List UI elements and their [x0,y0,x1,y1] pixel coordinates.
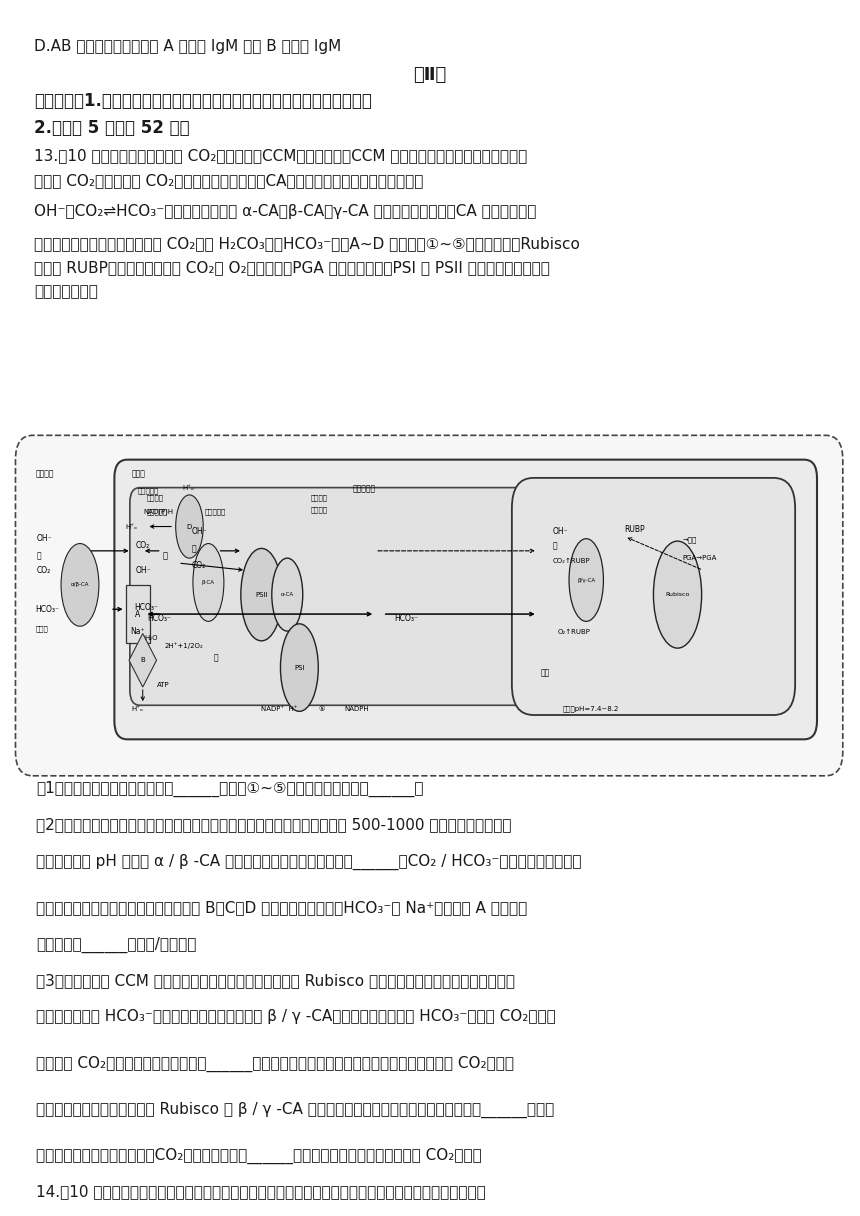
Ellipse shape [280,624,318,711]
FancyBboxPatch shape [126,585,150,643]
Text: 差异。水体中无机碳形式主要有 CO₂（或 H₂CO₃）、HCO₃⁻等，A~D 为载体，①~⑤为生理过程，Rubisco: 差异。水体中无机碳形式主要有 CO₂（或 H₂CO₃）、HCO₃⁻等，A~D 为… [34,236,580,250]
Text: ＋: ＋ [37,551,41,561]
Text: 有部分学者认为可能是羧体中 Rubisco 和 β / γ -CA 排布引起；在羧体内两者紧密排列在一起，______排列在: 有部分学者认为可能是羧体中 Rubisco 和 β / γ -CA 排布引起；在… [36,1102,555,1118]
Text: （1）蓝藻吸收光能的色素分布在______，过程①~⑤中需要提供能量的是______。: （1）蓝藻吸收光能的色素分布在______，过程①~⑤中需要提供能量的是____… [36,781,424,796]
Text: 类囊体膜区: 类囊体膜区 [353,484,376,492]
FancyBboxPatch shape [130,488,530,705]
Text: 光: 光 [163,551,168,561]
Text: OH⁻＋CO₂⇌HCO₃⁻互相转化，存在着 α-CA、β-CA、γ-CA 类型，在不同位置，CA 催化方向有所: OH⁻＋CO₂⇌HCO₃⁻互相转化，存在着 α-CA、β-CA、γ-CA 类型，… [34,204,537,219]
Ellipse shape [654,541,702,648]
Text: 细胞内: 细胞内 [132,469,145,479]
Text: HCO₃⁻: HCO₃⁻ [147,614,171,624]
Text: 光捕获体: 光捕获体 [310,506,328,513]
Text: RUBP: RUBP [624,525,645,534]
Text: H₂O: H₂O [144,636,158,641]
Ellipse shape [61,544,99,626]
Text: HCO₃⁻: HCO₃⁻ [35,604,59,614]
FancyBboxPatch shape [114,460,817,739]
Text: α-CA: α-CA [280,592,294,597]
Text: 细胞质内区: 细胞质内区 [138,488,159,494]
Text: OH⁻: OH⁻ [136,565,151,575]
Text: Na⁺: Na⁺ [130,626,144,636]
Text: B: B [140,658,145,663]
Text: PSII: PSII [255,592,267,597]
Text: 羧体: 羧体 [540,668,550,677]
Text: 从而达到浓缩碳的目的。根据上图中载体 B、C、D 上物质的运输判断，HCO₃⁻和 Na⁺通过载体 A 进入细胞: 从而达到浓缩碳的目的。根据上图中载体 B、C、D 上物质的运输判断，HCO₃⁻和… [36,900,527,914]
Text: Rubisco: Rubisco [666,592,690,597]
Text: ＋: ＋ [192,544,196,553]
Text: 周层区域由于 pH 和外泌 α / β -CA 催化等原因，水体无机碳之要以______（CO₂ / HCO₃⁻）形式进入细胞质，: 周层区域由于 pH 和外泌 α / β -CA 催化等原因，水体无机碳之要以__… [36,854,581,869]
Text: 注意事项：1.用黑色墨水的钢笔或签字笔，将答案答在答题卡相应位置上。: 注意事项：1.用黑色墨水的钢笔或签字笔，将答案答在答题卡相应位置上。 [34,92,372,111]
Polygon shape [129,634,157,687]
Text: ATP: ATP [157,682,169,687]
Text: PSI: PSI [294,665,304,670]
Text: 2.本卷共 5 题，共 52 分。: 2.本卷共 5 题，共 52 分。 [34,119,190,137]
Text: 14.（10 分）结肠癌是一种起源于结肠黏膜上皮的常见消化道恶性肿瘤，其发生过程中的分子生物学模型如: 14.（10 分）结肠癌是一种起源于结肠黏膜上皮的常见消化道恶性肿瘤，其发生过程… [36,1184,486,1199]
Text: CO₂: CO₂ [192,561,206,570]
Text: 第Ⅱ卷: 第Ⅱ卷 [414,66,446,84]
Text: 中间，另一方则排列在周围，CO₂生成后立即参加______（填数字序号）过程反应，以防 CO₂逃逸。: 中间，另一方则排列在周围，CO₂生成后立即参加______（填数字序号）过程反应… [36,1148,482,1164]
Text: 细胞外: 细胞外 [35,625,48,632]
Text: （3）羧体在蓝藻 CCM 机制中起关键作用，细胞中绝大部分 Rubisco 位于羧体内，羧体的第一个功能是充: （3）羧体在蓝藻 CCM 机制中起关键作用，细胞中绝大部分 Rubisco 位于… [36,973,515,987]
Text: 13.（10 分）研究人员对蓝藻的 CO₂浓缩机制（CCM）进行研究。CCM 包括三个部分：无机碳跨膜转运，: 13.（10 分）研究人员对蓝藻的 CO₂浓缩机制（CCM）进行研究。CCM 包… [34,148,528,163]
Ellipse shape [175,495,203,558]
Text: β/γ-CA: β/γ-CA [577,578,595,582]
Text: OH⁻: OH⁻ [553,527,568,536]
Text: 下图回答问题。: 下图回答问题。 [34,285,98,299]
Text: H⁺ₒ: H⁺ₒ [132,706,144,711]
Text: 2H⁺+1/2O₂: 2H⁺+1/2O₂ [164,642,203,649]
Text: →葉芽: →葉芽 [682,536,697,544]
Text: 羧体内 CO₂固定，逃逸 CO₂部分回收。碳酸酐酶（CA）是一种含锌的金属酶，可以催化: 羧体内 CO₂固定，逃逸 CO₂部分回收。碳酸酐酶（CA）是一种含锌的金属酶，可… [34,173,424,187]
Text: 羧体液pH=7.4~8.2: 羧体液pH=7.4~8.2 [562,705,618,713]
Ellipse shape [569,539,604,621]
Text: （2）蓝藻中存在无机碳跨膜转运机制，从而能够在细胞质内积累高出细胞外 500-1000 倍无机碳，蓝藻细胞: （2）蓝藻中存在无机碳跨膜转运机制，从而能够在细胞质内积累高出细胞外 500-1… [36,817,512,832]
Text: PGA→PGA: PGA→PGA [682,554,716,561]
Text: 细胞质内: 细胞质内 [147,494,164,501]
Text: HCO₃⁻: HCO₃⁻ [134,603,158,612]
Text: NADP⁺  H⁺: NADP⁺ H⁺ [261,706,298,711]
Text: CO₂: CO₂ [37,565,52,575]
Text: 光捕获天线: 光捕获天线 [205,508,226,516]
Text: ＋: ＋ [553,541,557,551]
Text: H⁺ₒ: H⁺ₒ [126,524,138,529]
Ellipse shape [241,548,282,641]
Text: CO₂: CO₂ [136,541,150,551]
Text: D.AB 型血人的血清中无抗 A 抗原的 IgM 和抗 B 抗原的 IgM: D.AB 型血人的血清中无抗 A 抗原的 IgM 和抗 B 抗原的 IgM [34,39,341,54]
Text: HCO₃⁻: HCO₃⁻ [394,614,418,624]
Text: OH⁻: OH⁻ [37,534,52,544]
Ellipse shape [193,544,224,621]
Text: NADPH: NADPH [345,706,370,711]
Text: 类囊体膜区: 类囊体膜区 [147,508,169,514]
Text: 的运输方式______（相同/不同）。: 的运输方式______（相同/不同）。 [36,936,196,952]
Text: 细胞外区: 细胞外区 [35,469,54,479]
Text: ⑤: ⑤ [318,706,324,711]
Text: 是催化 RUBP（五碳化合物）和 CO₂或 O₂反应的酶。PGA 是三碳化合物，PSI 和 PSII 是光合系统，请结合: 是催化 RUBP（五碳化合物）和 CO₂或 O₂反应的酶。PGA 是三碳化合物，… [34,260,550,275]
Text: OH⁻: OH⁻ [192,527,207,536]
Text: A: A [135,609,140,619]
Text: 光合系统: 光合系统 [310,494,328,501]
Text: 光: 光 [213,653,218,663]
FancyBboxPatch shape [15,435,843,776]
Text: α/β-CA: α/β-CA [71,582,89,587]
Text: β-CA: β-CA [202,580,215,585]
FancyBboxPatch shape [512,478,796,715]
Text: 当微室，羧体对 HCO₃⁻透性强，在羧体内存在许多 β / γ -CA，可将进入羧体内的 HCO₃⁻催化成 CO₂形式，: 当微室，羧体对 HCO₃⁻透性强，在羧体内存在许多 β / γ -CA，可将进入… [36,1009,556,1024]
Text: D: D [187,524,192,529]
Text: NAD(P)H: NAD(P)H [144,508,174,516]
Text: H⁺ₒ: H⁺ₒ [182,485,194,490]
Text: O₂↑RUBP: O₂↑RUBP [557,629,590,635]
Text: 使羧体内 CO₂浓度升高，从而抑制过程______（填数字序号）进行。羧体的第二个功能可以防止 CO₂逃逸，: 使羧体内 CO₂浓度升高，从而抑制过程______（填数字序号）进行。羧体的第二… [36,1055,514,1071]
Ellipse shape [272,558,303,631]
Text: CO₂↑RUBP: CO₂↑RUBP [553,558,590,563]
